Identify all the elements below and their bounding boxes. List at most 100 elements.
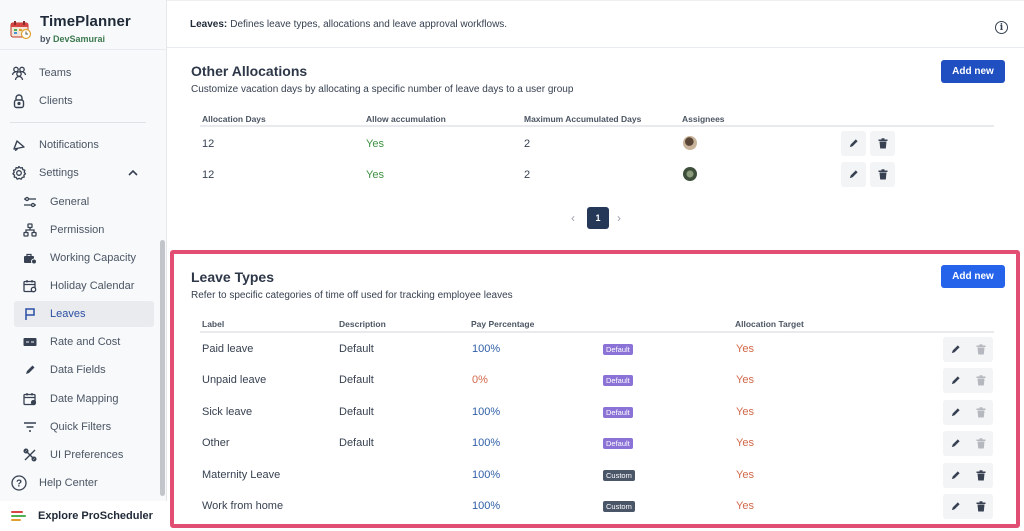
- column-header: Description: [339, 319, 386, 329]
- pencil-icon: [951, 502, 960, 511]
- edit-button[interactable]: [943, 337, 968, 362]
- sidebar-scrollbar[interactable]: [160, 240, 165, 496]
- leave-pay-percentage: 100%: [472, 406, 501, 418]
- leave-label: Work from home: [202, 500, 284, 512]
- pencil-icon: [951, 408, 960, 417]
- sidebar-item-data-fields[interactable]: Data Fields: [0, 357, 160, 383]
- leave-type-badge: Default: [603, 375, 633, 386]
- sidebar-item-ui-preferences[interactable]: UI Preferences: [0, 442, 160, 468]
- users-icon: [11, 65, 27, 81]
- trash-icon: [976, 470, 985, 481]
- leave-description: Default: [339, 437, 374, 449]
- pencil-icon: [951, 471, 960, 480]
- page-header-label: Leaves:: [190, 18, 228, 30]
- calendar-icon: [22, 278, 38, 294]
- trash-icon: [878, 169, 887, 180]
- sidebar-item-help-center[interactable]: ? Help Center: [0, 470, 160, 496]
- sidebar-item-quick-filters[interactable]: Quick Filters: [0, 414, 160, 440]
- pagination-next-button[interactable]: ›: [617, 211, 621, 225]
- pagination-page-1[interactable]: 1: [587, 207, 609, 229]
- column-header: Pay Percentage: [471, 319, 535, 329]
- leave-type-badge: Default: [603, 407, 633, 418]
- flag-icon: [22, 306, 38, 322]
- trash-icon: [976, 501, 985, 512]
- leave-pay-percentage: 100%: [472, 437, 501, 449]
- leave-type-badge: Default: [603, 344, 633, 355]
- column-header: Assignees: [682, 114, 725, 124]
- avatar[interactable]: [683, 136, 697, 150]
- delete-button[interactable]: [870, 131, 895, 156]
- add-allocation-button[interactable]: Add new: [941, 60, 1005, 83]
- pencil-icon: [849, 139, 858, 148]
- leave-label: Other: [202, 437, 230, 449]
- sidebar-divider: [10, 122, 146, 123]
- sidebar-item-leaves[interactable]: Leaves: [14, 301, 154, 327]
- pencil-icon: [22, 362, 38, 378]
- chevron-up-icon[interactable]: [128, 168, 138, 179]
- allocation-target: Yes: [736, 469, 754, 481]
- allocation-target: Yes: [736, 500, 754, 512]
- app-subtitle: by DevSamurai: [40, 34, 106, 44]
- sidebar-item-settings[interactable]: Settings: [0, 160, 160, 186]
- sidebar-item-teams[interactable]: Teams: [0, 60, 160, 86]
- svg-text:?: ?: [16, 479, 22, 490]
- column-header: Maximum Accumulated Days: [524, 114, 642, 124]
- calendar-map-icon: [22, 391, 38, 407]
- edit-button[interactable]: [943, 368, 968, 393]
- sidebar-item-notifications[interactable]: Notifications: [0, 132, 160, 158]
- delete-button[interactable]: [870, 162, 895, 187]
- page-header-text: Defines leave types, allocations and lea…: [230, 18, 508, 30]
- edit-button[interactable]: [943, 400, 968, 425]
- brand[interactable]: TimePlanner by DevSamurai: [0, 0, 167, 50]
- row-actions: [943, 463, 993, 488]
- app-title: TimePlanner: [40, 13, 131, 30]
- delete-button[interactable]: [968, 463, 993, 488]
- sidebar-item-permission[interactable]: Permission: [0, 217, 160, 243]
- edit-button[interactable]: [943, 431, 968, 456]
- column-header: Label: [202, 319, 225, 329]
- leave-description: Default: [339, 343, 374, 355]
- tools-icon: [22, 447, 38, 463]
- pagination-prev-button[interactable]: ‹: [571, 211, 575, 225]
- lock-icon: [11, 93, 27, 109]
- leave-pay-percentage: 100%: [472, 343, 501, 355]
- sidebar-item-clients[interactable]: Clients: [0, 88, 160, 114]
- money-icon: [22, 334, 38, 350]
- leave-pay-percentage: 100%: [472, 500, 501, 512]
- edit-button[interactable]: [841, 162, 866, 187]
- allocation-target: Yes: [736, 374, 754, 386]
- pencil-icon: [951, 376, 960, 385]
- trash-icon: [976, 375, 985, 386]
- edit-button[interactable]: [841, 131, 866, 156]
- leave-pay-percentage: 100%: [472, 469, 501, 481]
- row-actions: [943, 431, 993, 456]
- allocation-target: Yes: [736, 343, 754, 355]
- column-header: Allow accumulation: [366, 114, 446, 124]
- explore-proscheduler-link[interactable]: Explore ProScheduler: [0, 501, 167, 531]
- trash-icon: [976, 407, 985, 418]
- megaphone-icon: [11, 137, 27, 153]
- leave-types-title: Leave Types: [191, 269, 275, 285]
- leave-pay-percentage: 0%: [472, 374, 488, 386]
- trash-icon: [976, 438, 985, 449]
- edit-button[interactable]: [943, 463, 968, 488]
- leave-label: Sick leave: [202, 406, 253, 418]
- delete-button: [968, 368, 993, 393]
- sidebar-item-general[interactable]: General: [0, 189, 160, 215]
- info-icon[interactable]: i: [995, 21, 1008, 34]
- sidebar-item-working-capacity[interactable]: Working Capacity: [0, 245, 160, 271]
- delete-button[interactable]: [968, 494, 993, 519]
- add-leave-type-button[interactable]: Add new: [941, 265, 1005, 288]
- edit-button[interactable]: [943, 494, 968, 519]
- sliders-icon: [22, 194, 38, 210]
- leave-type-badge: Custom: [603, 501, 635, 512]
- allocation-target: Yes: [736, 406, 754, 418]
- sidebar-item-rate-and-cost[interactable]: Rate and Cost: [0, 329, 160, 355]
- filter-icon: [22, 419, 38, 435]
- avatar[interactable]: [683, 167, 697, 181]
- sidebar-item-date-mapping[interactable]: Date Mapping: [0, 386, 160, 412]
- page-header: Leaves: Defines leave types, allocations…: [167, 0, 1024, 48]
- sidebar-item-holiday-calendar[interactable]: Holiday Calendar: [0, 273, 160, 299]
- other-allocations-description: Customize vacation days by allocating a …: [191, 84, 574, 95]
- row-actions: [943, 368, 993, 393]
